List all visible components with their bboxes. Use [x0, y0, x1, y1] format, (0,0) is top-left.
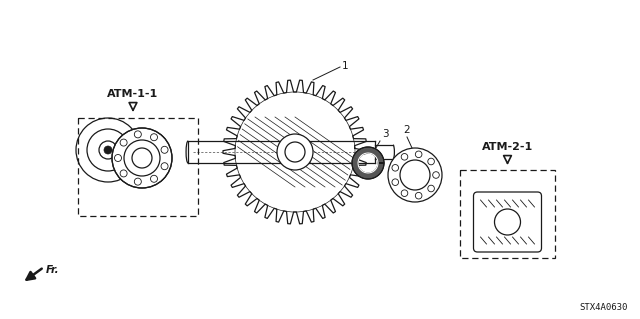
Circle shape: [277, 134, 313, 170]
Polygon shape: [352, 147, 384, 179]
Text: 1: 1: [342, 61, 349, 71]
Circle shape: [495, 209, 520, 235]
Circle shape: [388, 148, 442, 202]
Text: STX4A0630: STX4A0630: [580, 303, 628, 312]
Text: 2: 2: [404, 125, 410, 135]
Circle shape: [104, 146, 112, 154]
Circle shape: [112, 128, 172, 188]
Text: ATM-2-1: ATM-2-1: [482, 142, 533, 152]
Text: ATM-1-1: ATM-1-1: [108, 89, 159, 99]
Text: Fr.: Fr.: [46, 265, 60, 275]
Text: 3: 3: [382, 129, 388, 139]
FancyBboxPatch shape: [474, 192, 541, 252]
